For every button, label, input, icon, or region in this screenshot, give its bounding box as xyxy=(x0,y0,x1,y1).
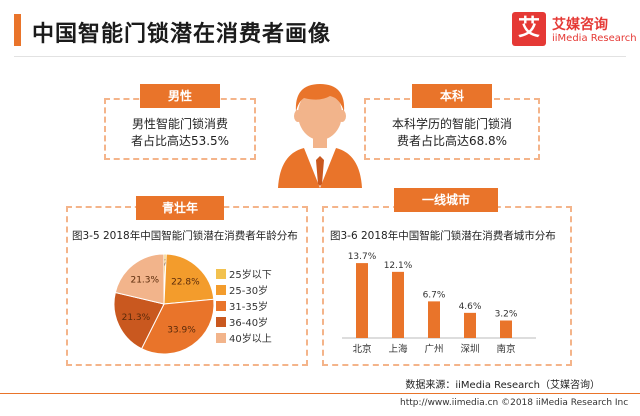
person-icon xyxy=(278,84,362,188)
page-title: 中国智能门锁潜在消费者画像 xyxy=(32,22,332,47)
education-stat-text: 本科学历的智能门锁消 费者占比高达68.8% xyxy=(366,116,538,150)
legend-swatch-1 xyxy=(216,285,226,295)
education-stat-box xyxy=(364,98,540,160)
iimedia-logo: 艾 艾媒咨询 iiMedia Research xyxy=(512,12,637,52)
legend-label-0: 25岁以下 xyxy=(229,270,272,281)
legend-label-1: 25-30岁 xyxy=(229,286,269,297)
gender-stat-text: 男性智能门锁消费 者占比高达53.5% xyxy=(106,116,254,150)
bar-3 xyxy=(464,312,476,338)
gender-text-line2: 者占比高达53.5% xyxy=(130,134,230,148)
legend-label-4: 40岁以上 xyxy=(229,334,272,345)
legend-swatch-3 xyxy=(216,317,226,327)
bar-category-3: 深圳 xyxy=(460,344,479,355)
bar-category-1: 上海 xyxy=(388,343,408,355)
bar-category-0: 北京 xyxy=(352,343,371,355)
bar-label-0: 13.7% xyxy=(348,252,377,262)
bar-label-3: 4.6% xyxy=(459,302,482,312)
logo-mark: 艾 xyxy=(512,12,546,46)
source-note: 数据来源：iiMedia Research（艾媒咨询） xyxy=(405,380,600,391)
pie-label-2: 33.9% xyxy=(167,326,196,336)
education-tag: 本科 xyxy=(412,84,492,108)
bar-label-1: 12.1% xyxy=(384,261,413,271)
age-legend: 25岁以下 25-30岁 31-35岁 36-40岁 40岁以上 xyxy=(216,266,296,346)
education-text-line1: 本科学历的智能门锁消 xyxy=(391,117,512,131)
bar-category-2: 广州 xyxy=(424,343,443,355)
pie-label-1: 22.8% xyxy=(171,278,200,288)
logo-name-cn: 艾媒咨询 xyxy=(552,17,608,33)
bar-label-4: 3.2% xyxy=(495,310,518,320)
legend-label-3: 36-40岁 xyxy=(229,318,269,329)
bar-category-4: 南京 xyxy=(496,343,515,355)
age-chart-title: 图3-5 2018年中国智能门锁潜在消费者年龄分布 xyxy=(72,230,298,242)
city-bar-chart: 13.7% 北京 12.1% 上海 6.7% 广州 4.6% 深圳 3.2% 南京 xyxy=(342,252,536,355)
bar-1 xyxy=(392,271,404,338)
age-tag: 青壮年 xyxy=(136,196,224,220)
legend-item-3: 36-40岁 xyxy=(216,314,268,329)
pie-label-3: 21.3% xyxy=(122,313,151,323)
legend-swatch-4 xyxy=(216,333,226,343)
legend-item-2: 31-35岁 xyxy=(216,298,268,313)
legend-item-0: 25岁以下 xyxy=(216,266,272,281)
bar-4 xyxy=(500,320,512,338)
pie-slice-4 xyxy=(114,253,165,305)
legend-swatch-2 xyxy=(216,301,226,311)
legend-label-2: 31-35岁 xyxy=(229,302,269,313)
bar-label-2: 6.7% xyxy=(423,290,446,300)
pie-slice-3 xyxy=(113,291,165,350)
bar-0 xyxy=(356,263,368,338)
title-accent-bar xyxy=(14,14,21,46)
logo-name-en: iiMedia Research xyxy=(552,33,637,44)
legend-item-1: 25-30岁 xyxy=(216,282,268,297)
footer-text: http://www.iimedia.cn ©2018 iiMedia Rese… xyxy=(400,398,629,408)
header-divider xyxy=(14,56,626,57)
pie-slice-1 xyxy=(163,253,215,305)
gender-text-line1: 男性智能门锁消费 xyxy=(131,117,228,131)
age-pie-chart: 0.7% 22.8% 33.9% 21.3% 21.3% xyxy=(113,253,215,355)
pie-label-4: 21.3% xyxy=(130,276,159,286)
bar-2 xyxy=(428,301,440,338)
gender-tag: 男性 xyxy=(140,84,220,108)
footer-divider xyxy=(0,393,640,394)
legend-item-4: 40岁以上 xyxy=(216,330,272,345)
legend-swatch-0 xyxy=(216,269,226,279)
education-text-line2: 费者占比高达68.8% xyxy=(396,134,508,148)
city-chart-title: 图3-6 2018年中国智能门锁潜在消费者城市分布 xyxy=(330,230,556,242)
pie-label-0: 0.7% xyxy=(153,259,176,269)
city-tag: 一线城市 xyxy=(394,188,498,212)
